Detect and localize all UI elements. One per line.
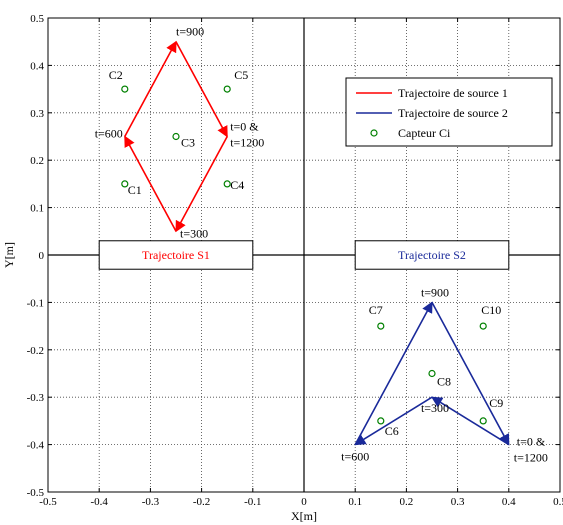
sensor-label: C4 [230, 178, 244, 192]
time-annotation: t=900 [421, 285, 449, 299]
x-axis-label: X[m] [291, 509, 317, 523]
x-tick-label: -0.3 [142, 496, 160, 508]
trajectory-segment [354, 301, 433, 445]
legend-swatch-circle [370, 129, 378, 137]
series-layer [124, 40, 510, 446]
x-tick-label: -0.5 [39, 496, 57, 508]
x-tick-label: 0.1 [348, 496, 362, 508]
sensor-label: C9 [489, 396, 503, 410]
sensor-label: C7 [369, 303, 383, 317]
x-tick-label: -0.2 [193, 496, 210, 508]
x-tick-label: -0.1 [244, 496, 261, 508]
legend-label: Capteur Ci [398, 126, 451, 140]
sensor-marker [223, 180, 231, 188]
time-annotation: t=0 & [517, 435, 546, 449]
trajectory-segment [124, 135, 177, 232]
sensor-label: C2 [109, 68, 123, 82]
trajectory-segment [354, 396, 433, 446]
y-tick-label: -0.3 [27, 392, 45, 404]
legend-label: Trajectoire de source 2 [398, 106, 508, 120]
y-tick-label: 0.3 [30, 108, 44, 120]
y-tick-label: -0.1 [27, 297, 44, 309]
sensor-marker [479, 322, 487, 330]
label-box [98, 240, 254, 270]
time-annotation: t=600 [341, 450, 369, 464]
plot-frame [47, 17, 561, 493]
sensor-marker [121, 85, 129, 93]
sensor-label: C6 [385, 424, 399, 438]
legend-label: Trajectoire de source 1 [398, 86, 508, 100]
label-box-text: Trajectoire S2 [398, 248, 466, 262]
sensor-label: C3 [181, 136, 195, 150]
tick-labels: -0.5 -0.4 -0.3 -0.2 -0.1 0 0.1 0.2 0.3 0.4 0.5 -0.5… [27, 13, 563, 508]
sensor-marker [377, 417, 385, 425]
sensor-label: C5 [234, 68, 248, 82]
sensor-label: C8 [437, 375, 451, 389]
label-box-text: Trajectoire S1 [142, 248, 210, 262]
time-annotation: t=600 [95, 127, 123, 141]
sensor-marker [121, 180, 129, 188]
y-tick-label: 0 [39, 250, 45, 262]
y-tick-label: -0.2 [27, 345, 44, 357]
sensor-label: C10 [481, 303, 501, 317]
y-tick-label: 0.2 [30, 155, 44, 167]
annotation-layer: t=900 t=600 t=0 & t=1200 t=300 t=900 t=300 t=60… [95, 25, 548, 465]
x-tick-label: -0.4 [90, 496, 108, 508]
sensor-layer: C1 C2 C3 C4 C5 C6 C7 C8 C9 C10 [109, 68, 503, 438]
trajectory-segment [431, 302, 510, 446]
y-tick-label: 0.4 [30, 60, 44, 72]
trajectory-segment [124, 40, 177, 137]
sensor-marker [172, 132, 180, 141]
y-tick-label: -0.5 [27, 487, 45, 499]
sensor-marker [223, 85, 231, 93]
x-tick-label: 0.4 [502, 496, 516, 508]
sensor-label: C1 [128, 183, 142, 197]
time-annotation: t=0 & [230, 120, 259, 134]
y-axis-label: Y[m] [2, 242, 16, 268]
sensor-marker [377, 322, 385, 330]
trajectory-segment [175, 136, 228, 233]
time-annotation: t=900 [176, 25, 204, 39]
trajectory-segment [431, 396, 510, 446]
y-tick-label: 0.5 [30, 13, 44, 25]
time-annotation: t=1200 [514, 451, 548, 465]
sensor-marker [479, 417, 487, 425]
x-tick-label: 0 [301, 496, 307, 508]
trajectory-segment [175, 41, 228, 138]
time-annotation: t=300 [180, 226, 208, 240]
x-tick-label: 0.3 [451, 496, 465, 508]
label-boxes: Trajectoire S1 Trajectoire S2 [98, 240, 510, 270]
y-tick-label: -0.4 [27, 440, 45, 452]
time-annotation: t=300 [421, 401, 449, 415]
sensor-marker [428, 369, 436, 378]
x-tick-label: 0.5 [553, 496, 563, 508]
legend-box [345, 77, 553, 147]
x-tick-label: 0.2 [400, 496, 414, 508]
label-box [354, 240, 510, 270]
time-annotation: t=1200 [230, 136, 264, 150]
y-tick-label: 0.1 [30, 203, 44, 215]
legend: Trajectoire de source 1 Trajectoire de so… [345, 77, 553, 147]
